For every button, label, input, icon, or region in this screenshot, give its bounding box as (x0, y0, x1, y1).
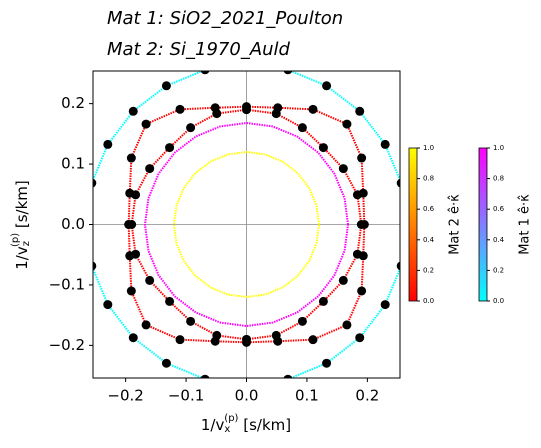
curve-marker (165, 143, 175, 153)
curve-marker (396, 261, 400, 271)
curve-marker (297, 316, 307, 326)
curve-marker (342, 119, 352, 129)
curve-marker (212, 330, 222, 340)
x-tick-label: −0.1 (168, 387, 204, 405)
y-tick-label: 0.2 (61, 94, 85, 112)
curve-marker (161, 81, 171, 91)
curve-marker (283, 71, 293, 75)
x-tick-label: 0.1 (295, 387, 319, 405)
curve-marker (356, 220, 366, 229)
curve-marker (355, 106, 365, 116)
curve-marker (322, 81, 332, 91)
colorbar-tick-label: 1.0 (423, 144, 434, 152)
curve-marker (186, 316, 196, 326)
plot-area (93, 60, 400, 378)
x-tick-label: 0.0 (235, 387, 259, 405)
curve-marker (352, 249, 362, 259)
curve-marker (200, 374, 210, 378)
colorbar-tick-label: 0.2 (423, 266, 434, 274)
colorbar-tick-label: 0.2 (493, 266, 504, 274)
curve-marker (322, 358, 332, 368)
colorbar-tick-label: 0.4 (493, 236, 505, 244)
curve-marker (396, 178, 400, 188)
curve-marker (357, 286, 367, 296)
title-line: Mat 2: Si_1970_Auld (107, 39, 291, 60)
curve-marker (126, 286, 136, 296)
colorbar-tick-label: 0.8 (493, 175, 504, 183)
curve-marker (175, 335, 185, 345)
x-tick-label: −0.2 (107, 387, 143, 405)
y-tick-label: −0.1 (49, 275, 85, 293)
curve-marker (103, 139, 113, 149)
curve-marker (145, 164, 155, 174)
curve-marker (103, 300, 113, 310)
curve-marker (128, 333, 138, 343)
curve-marker (308, 335, 318, 345)
curve-marker (271, 109, 281, 119)
curve-marker (175, 104, 185, 114)
curve-marker (380, 139, 390, 149)
curve (143, 121, 350, 328)
colorbar-label: Mat 1 ê·κ̂ (518, 194, 533, 255)
curve-marker (242, 105, 251, 115)
curve-marker (342, 320, 352, 330)
curve-marker (352, 190, 362, 200)
curve-marker (297, 123, 307, 133)
curve-marker (318, 296, 328, 306)
colorbar-tick-label: 1.0 (493, 144, 504, 152)
curve-marker (131, 190, 141, 200)
curve-marker (242, 60, 251, 69)
colorbar-label: Mat 2 ê·κ̂ (448, 194, 463, 255)
colorbar-tick-label: 0.8 (423, 175, 434, 183)
x-axis-label: 1/vx(p) [s/km] (201, 413, 291, 435)
curve-marker (126, 153, 136, 163)
y-tick-label: −0.2 (49, 336, 85, 354)
curve-marker (355, 333, 365, 343)
title-line: Mat 1: SiO2_2021_Poulton (107, 8, 343, 29)
curve-marker (212, 109, 222, 119)
y-tick-label: 0.0 (61, 215, 85, 233)
x-tick-label: 0.2 (355, 387, 379, 405)
colorbar-tick-label: 0.6 (423, 205, 435, 213)
curve (172, 150, 321, 299)
curve-marker (93, 261, 97, 271)
curve-marker (338, 164, 348, 174)
curve-marker (93, 178, 97, 188)
curve-marker (186, 123, 196, 133)
y-tick-label: 0.1 (61, 155, 85, 173)
curve-marker (165, 296, 175, 306)
curve-marker (145, 275, 155, 285)
curve-marker (271, 330, 281, 340)
curve-marker (308, 104, 318, 114)
colorbar (408, 147, 418, 302)
colorbar-tick-label: 0.4 (423, 236, 435, 244)
curve-marker (131, 249, 141, 259)
curve-marker (128, 106, 138, 116)
curve-marker (318, 143, 328, 153)
curve-marker (200, 71, 210, 75)
colorbar (478, 147, 488, 302)
colorbar-tick-label: 0.0 (423, 297, 434, 305)
y-axis-label: 1/vz(p) [s/km] (10, 180, 32, 270)
curve-marker (141, 119, 151, 129)
curve-marker (283, 374, 293, 378)
curve-marker (357, 153, 367, 163)
curve-marker (380, 300, 390, 310)
colorbar-tick-label: 0.6 (493, 205, 505, 213)
colorbar-tick-label: 0.0 (493, 297, 504, 305)
curve-marker (338, 275, 348, 285)
curve-marker (127, 220, 137, 229)
curve-marker (141, 320, 151, 330)
curve-marker (242, 334, 251, 344)
curve-marker (161, 358, 171, 368)
